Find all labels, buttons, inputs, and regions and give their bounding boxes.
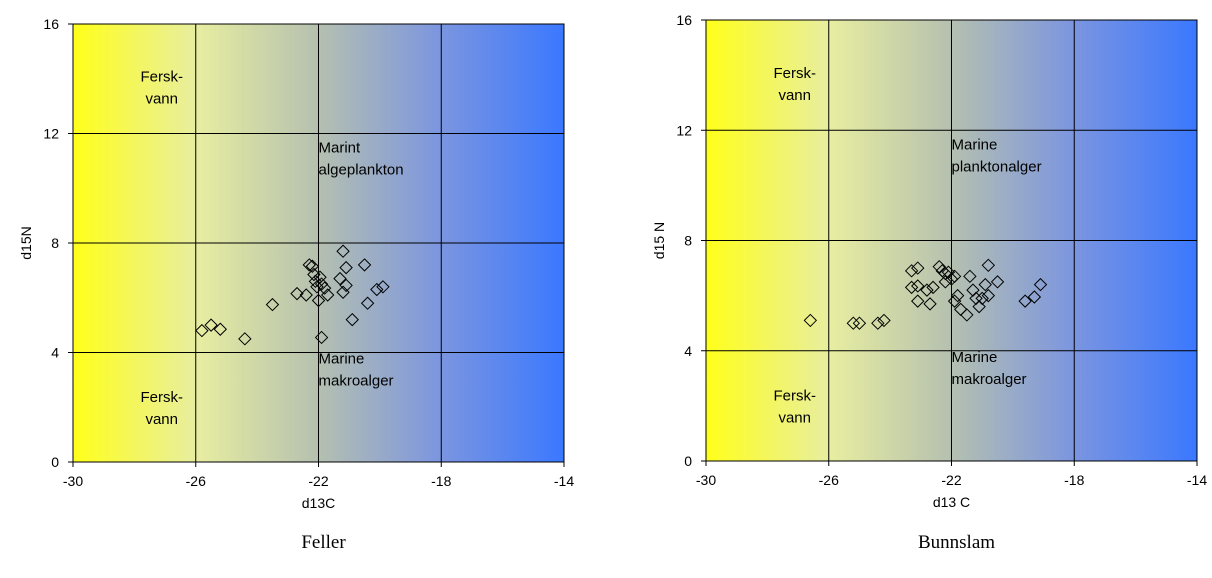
data-point bbox=[904, 264, 919, 278]
x-tick-label: -18 bbox=[1064, 472, 1084, 488]
data-point bbox=[314, 277, 329, 291]
y-tick-label: 12 bbox=[43, 126, 59, 142]
data-point bbox=[877, 313, 891, 328]
data-point bbox=[339, 260, 353, 275]
data-point bbox=[926, 280, 940, 295]
data-point bbox=[947, 269, 962, 284]
x-tick-label: -22 bbox=[941, 472, 961, 488]
x-tick-label: -14 bbox=[554, 473, 574, 489]
data-point bbox=[972, 299, 986, 314]
x-tick-label: -18 bbox=[431, 473, 451, 489]
x-tick-label: -26 bbox=[186, 473, 206, 489]
annotation-label: Fersk-vann bbox=[773, 65, 816, 104]
data-point bbox=[336, 244, 350, 258]
data-point bbox=[313, 270, 327, 284]
data-point bbox=[195, 323, 209, 338]
data-point bbox=[978, 277, 992, 292]
y-tick-label: 4 bbox=[684, 343, 692, 359]
data-point bbox=[204, 318, 218, 332]
data-point bbox=[308, 274, 323, 289]
data-point bbox=[904, 280, 919, 295]
data-point bbox=[320, 288, 335, 302]
annotation-label: Fersk-vann bbox=[140, 68, 183, 107]
data-point bbox=[302, 258, 317, 272]
data-point bbox=[357, 258, 372, 272]
data-point bbox=[944, 272, 959, 286]
data-point bbox=[963, 269, 977, 284]
data-point bbox=[360, 296, 375, 310]
y-axis-title: d15N bbox=[18, 226, 34, 259]
data-point bbox=[975, 291, 989, 306]
y-tick-label: 4 bbox=[51, 345, 59, 361]
data-point bbox=[314, 330, 329, 345]
data-point bbox=[803, 313, 818, 328]
data-point bbox=[1027, 290, 1042, 304]
data-point bbox=[339, 278, 353, 293]
y-tick-label: 12 bbox=[676, 122, 692, 138]
annotation-label: Marine makroalger bbox=[319, 350, 394, 389]
annotation-label: Marine planktonalger bbox=[952, 137, 1042, 176]
data-point bbox=[376, 280, 390, 294]
data-point bbox=[960, 308, 974, 322]
data-point bbox=[938, 275, 953, 289]
data-point bbox=[846, 316, 861, 330]
chart-1: -30 -26 -22 -18 -14 0 4 8 12 16 d13 C d15 N Fersk-va… bbox=[651, 12, 1207, 553]
x-tick-label: -30 bbox=[63, 473, 83, 489]
x-tick-label: -22 bbox=[308, 473, 328, 489]
y-tick-label: 0 bbox=[684, 453, 692, 469]
data-point bbox=[290, 286, 304, 301]
data-point bbox=[299, 288, 313, 302]
data-point bbox=[941, 265, 956, 279]
data-point bbox=[345, 312, 359, 327]
data-point bbox=[920, 283, 934, 297]
data-point bbox=[213, 322, 228, 336]
annotation-label: Fersk-vann bbox=[773, 387, 816, 426]
y-tick-label: 16 bbox=[43, 16, 59, 32]
data-point bbox=[923, 297, 937, 311]
data-point bbox=[981, 258, 996, 273]
data-point bbox=[932, 259, 946, 274]
x-axis-title: d13C bbox=[302, 495, 335, 511]
data-point bbox=[333, 271, 347, 286]
annotation-label: Marine makroalger bbox=[952, 349, 1027, 388]
y-axis-title: d15 N bbox=[651, 222, 667, 259]
data-point bbox=[311, 293, 326, 308]
data-point bbox=[871, 316, 885, 330]
data-point bbox=[981, 288, 996, 303]
x-tick-label: -26 bbox=[819, 472, 839, 488]
chart-0: -30 -26 -22 -18 -14 0 4 8 12 16 d13C d15N Fersk-vann… bbox=[18, 16, 574, 553]
data-point bbox=[911, 261, 925, 275]
data-point bbox=[238, 332, 252, 346]
y-tick-label: 8 bbox=[51, 235, 59, 251]
data-point bbox=[1018, 294, 1032, 308]
data-point bbox=[265, 297, 280, 312]
data-point bbox=[852, 316, 867, 330]
data-point bbox=[990, 275, 1005, 289]
y-tick-label: 0 bbox=[51, 454, 59, 470]
data-point bbox=[911, 294, 925, 308]
data-point bbox=[370, 282, 384, 297]
data-point bbox=[1033, 277, 1048, 292]
data-point bbox=[310, 280, 324, 294]
data-point bbox=[317, 281, 332, 295]
annotation-label: Marint algeplankton bbox=[319, 140, 404, 179]
data-point bbox=[947, 294, 962, 308]
y-tick-label: 16 bbox=[676, 12, 692, 28]
data-point bbox=[307, 267, 321, 282]
data-point bbox=[911, 279, 925, 293]
x-tick-label: -14 bbox=[1187, 472, 1207, 488]
x-tick-label: -30 bbox=[696, 472, 716, 488]
figure-caption: Bunnslam bbox=[918, 532, 995, 553]
x-axis-title: d13 C bbox=[933, 494, 970, 510]
y-tick-label: 8 bbox=[684, 233, 692, 249]
data-point bbox=[305, 259, 320, 273]
annotation-label: Fersk-vann bbox=[140, 389, 183, 428]
figure-caption: Feller bbox=[301, 532, 346, 553]
data-point bbox=[950, 288, 965, 303]
